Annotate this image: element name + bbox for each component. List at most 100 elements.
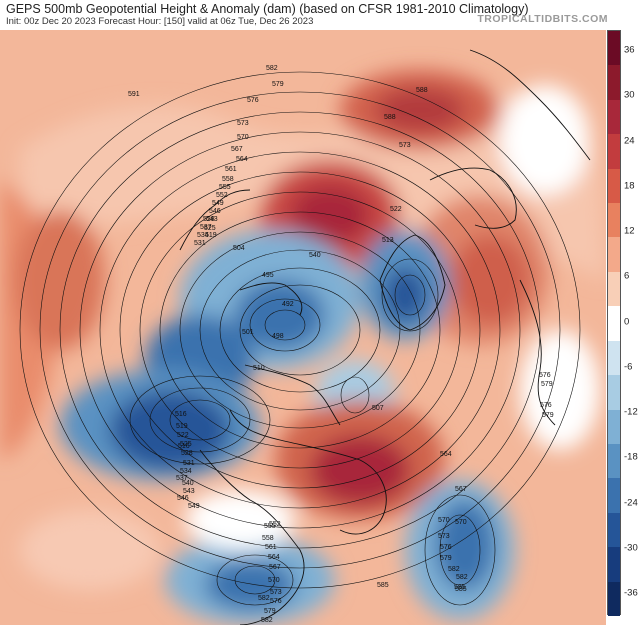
colorbar-segment [608,375,620,411]
map-title: GEPS 500mb Geopotential Height & Anomaly… [6,2,529,16]
contour-label: 525 [180,441,192,448]
contour-label: 528 [181,450,193,457]
contour-label: 555 [219,184,231,191]
colorbar-segment [608,478,620,514]
contour-label: 564 [268,554,280,561]
brand-watermark: TROPICALTIDBITS.COM [477,13,608,25]
contour-label: 582 [261,617,273,624]
contour-label: 513 [382,237,394,244]
contour-label: 534 [197,232,209,239]
contour-label: 537 [200,224,212,231]
contour-label: 531 [183,460,195,467]
contour-label: 546 [209,208,221,215]
colorbar-tick-label: -6 [624,361,633,373]
contour-label: 582 [448,566,460,573]
contour-label: 522 [390,206,402,213]
colorbar-tick-label: 0 [624,316,630,327]
contour-label: 525 [204,225,216,232]
contour-label: 564 [440,451,452,458]
colorbar-segment [608,581,620,617]
contour-label: 579 [272,81,284,88]
contour-label: 576 [440,544,452,551]
colorbar-segment [608,340,620,376]
contour-label: 561 [225,166,237,173]
contour-label: 573 [237,120,249,127]
colorbar-tick-label: 18 [624,180,635,192]
contour-label: 528 [203,216,215,223]
colorbar-segment [608,306,620,342]
colorbar-tick-label: 6 [624,270,630,282]
contour-label: 519 [176,423,188,430]
contour-label: 540 [182,480,194,487]
colorbar-segment [608,203,620,238]
contour-label: 561 [265,544,277,551]
contour-label: 495 [262,272,274,279]
contour-label: 588 [384,114,396,121]
contour-label: 585 [377,582,389,589]
contour-label: 510 [253,365,265,372]
colorbar-segment [608,65,620,101]
contour-label: 558 [222,176,234,183]
contour-label: 570 [237,134,249,141]
contour-label: 591 [128,91,140,98]
contour-label: 558 [262,535,274,542]
contour-label: 498 [272,333,284,340]
colorbar-tick-label: 24 [624,135,635,146]
colorbar-segment [608,271,620,307]
contour-label: 576 [540,402,552,409]
contour-label: 537 [176,475,188,482]
contour-label: 567 [231,146,243,153]
contour-label: 579 [440,555,452,562]
contour-label: 588 [416,87,428,94]
colorbar-tick-label: -24 [624,497,638,508]
colorbar-tick-label: -18 [624,451,638,463]
contour-label: 573 [438,533,450,540]
contour-label: 501 [242,329,254,336]
colorbar-tick-label: 12 [624,225,635,237]
colorbar-tick-label: -36 [624,587,638,599]
colorbar-segment [608,547,620,583]
colorbar-tick-label: -12 [624,406,638,418]
contour-label: 579 [264,608,276,615]
colorbar-segment [608,443,620,479]
colorbar-tick-label: -30 [624,542,638,554]
contour-label: 522 [177,432,189,439]
contour-label: 492 [282,301,294,308]
colorbar-segment [608,512,620,548]
contour-label: 504 [233,245,245,252]
contour-label: 552 [216,192,228,199]
header: GEPS 500mb Geopotential Height & Anomaly… [0,0,640,30]
contour-label: 576 [539,372,551,379]
contour-label: 519 [205,232,217,239]
colorbar-tick-label: 36 [624,44,635,56]
map-subtitle: Init: 00z Dec 20 2023 Forecast Hour: [15… [6,16,314,27]
contour-label: 549 [188,503,200,510]
contour-label: 582 [456,574,468,581]
contour-label: 516 [178,443,190,450]
contour-label: 567 [269,564,281,571]
colorbar-segment [608,31,620,66]
contour-label: 570 [455,519,467,526]
colorbar-segment [608,99,620,135]
colorbar-tick-label: 30 [624,89,635,101]
contour-label: 585 [455,586,467,593]
contour-label: 585 [454,584,466,591]
contour-label: 573 [399,142,411,149]
contour-label: 543 [206,216,218,223]
weather-map: 591 582 579 576 573 570 567 564 561 558 … [0,30,606,625]
contour-label: 579 [541,381,553,388]
contour-label: 516 [175,411,187,418]
contour-label: 552 [269,521,281,528]
contour-label: 549 [212,200,224,207]
contour-label: 534 [180,468,192,475]
contour-label: 531 [194,240,206,247]
contour-labels: 591 582 579 576 573 570 567 564 561 558 … [128,65,554,624]
contour-label: 573 [270,589,282,596]
height-contours [19,71,581,606]
anomaly-colorbar [607,30,621,617]
colorbar-segment [608,134,620,170]
anomaly-field [0,70,606,625]
contour-label: 546 [177,495,189,502]
contour-label: 564 [236,156,248,163]
contour-label: 576 [247,97,259,104]
